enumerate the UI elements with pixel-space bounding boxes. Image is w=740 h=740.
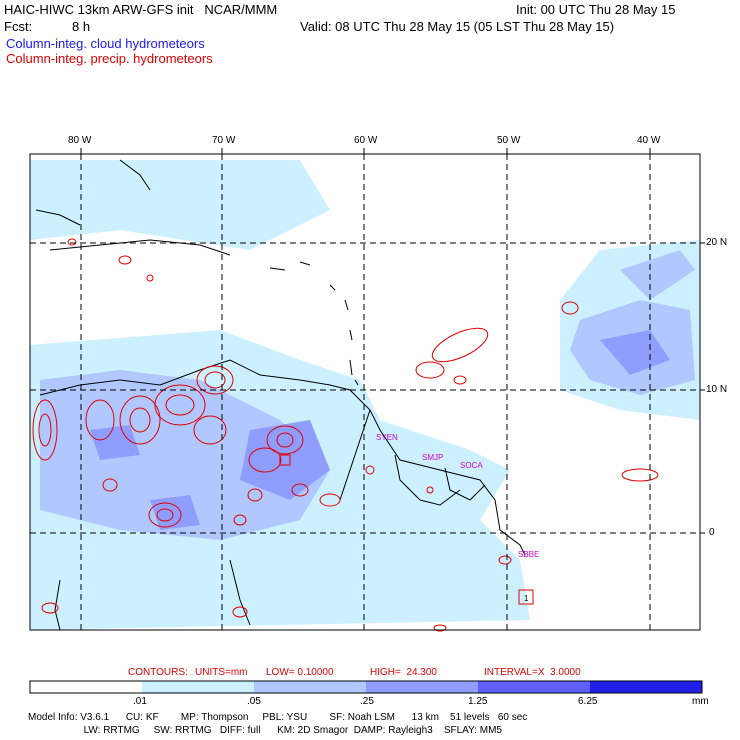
forecast-hours: 8 h <box>72 19 91 34</box>
colorbar-segment <box>478 681 590 693</box>
axis-ticks <box>80 148 705 534</box>
colorbar-tick-1: .01 <box>133 696 147 707</box>
colorbar-segment <box>30 681 142 693</box>
lat-label-equator: 0 <box>709 527 715 538</box>
station-labels: SYEN SMJP SOCA SBBE 1 <box>376 433 539 603</box>
colorbar-tick-5: 6.25 <box>578 696 598 707</box>
precip-legend: Column-integ. precip. hydrometeors <box>6 51 213 66</box>
station-1: 1 <box>524 594 529 603</box>
station-smjp: SMJP <box>422 453 443 462</box>
model-info-line-1: Model Info: V3.6.1 CU: KF MP: Thompson P… <box>28 712 528 723</box>
valid-time: Valid: 08 UTC Thu 28 May 15 (05 LST Thu … <box>300 19 615 34</box>
contours-low: LOW= 0.10000 <box>266 667 334 678</box>
colorbar-frame <box>29 680 703 694</box>
colorbar-segment <box>254 681 366 693</box>
lon-label-40w: 40 W <box>637 135 661 146</box>
contours-interval: INTERVAL=X 3.0000 <box>484 667 581 678</box>
lat-lon-grid <box>30 154 700 630</box>
contours-high: HIGH= 24.300 <box>370 667 437 678</box>
lat-label-20n: 20 N <box>706 237 728 248</box>
station-soca: SOCA <box>460 461 483 470</box>
colorbar-segment <box>142 681 254 693</box>
model-info-line-2: LW: RRTMG SW: RRTMG DIFF: full KM: 2D Sm… <box>28 725 502 736</box>
colorbar-tick-4: 1.25 <box>468 696 488 707</box>
colorbar-segment <box>366 681 478 693</box>
colorbar-tick-2: .05 <box>247 696 261 707</box>
station-box-1 <box>518 589 534 605</box>
cloud-legend: Column-integ. cloud hydrometeors <box>6 36 205 51</box>
station-box-syen <box>279 454 291 466</box>
contours-units: UNITS=mm <box>195 667 248 678</box>
colorbar-unit: mm <box>692 696 709 707</box>
precip-contours <box>32 238 659 632</box>
station-sbbe: SBBE <box>518 550 539 559</box>
lon-label-70w: 70 W <box>212 135 236 146</box>
map-frame <box>29 153 701 631</box>
model-title: HAIC-HIWC 13km ARW-GFS init NCAR/MMM <box>4 2 278 17</box>
contours-prefix: CONTOURS: <box>128 667 188 678</box>
init-time: Init: 00 UTC Thu 28 May 15 <box>516 2 676 17</box>
colorbar-tick-3: .25 <box>360 696 374 707</box>
lon-label-50w: 50 W <box>497 135 521 146</box>
colorbar-segment <box>590 681 702 693</box>
lon-label-80w: 80 W <box>68 135 92 146</box>
lon-label-60w: 60 W <box>354 135 378 146</box>
station-syen: SYEN <box>376 433 398 442</box>
forecast-label: Fcst: <box>4 19 33 34</box>
lat-label-10n: 10 N <box>706 384 728 395</box>
